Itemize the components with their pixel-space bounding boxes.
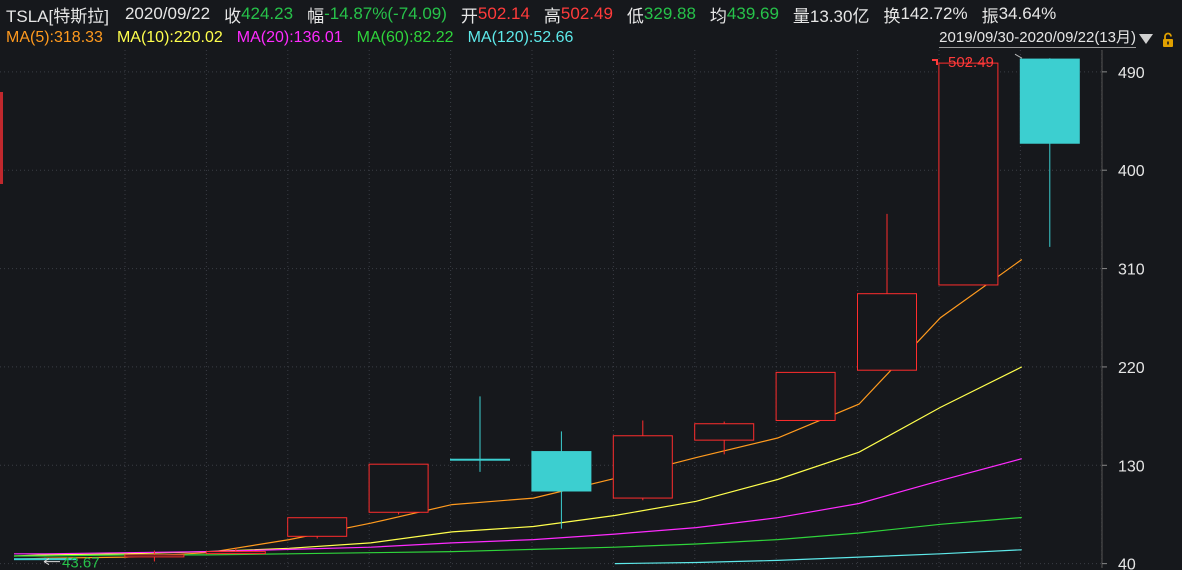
candle-body — [531, 451, 592, 492]
ma-line-MA120 — [614, 549, 1022, 565]
y-tick-label: 40 — [1118, 557, 1136, 570]
y-tick-label: 490 — [1118, 65, 1145, 82]
candlestick-chart: 40 130 220 310 400 490 502.49 43.67 — [0, 50, 1145, 570]
low-label: 43.67 — [62, 555, 100, 570]
ma10-legend: MA(10):220.02 — [116, 29, 223, 46]
candle-body — [287, 517, 348, 537]
ma5-legend: MA(5):318.33 — [6, 29, 103, 46]
low-label: 低 — [626, 6, 644, 26]
range-selector[interactable]: 2019/09/30-2020/09/22(13月) — [939, 29, 1154, 48]
high-pointer — [1014, 53, 1023, 59]
volume-value: 13.30亿 — [809, 6, 870, 26]
turnover-label: 换 — [883, 6, 901, 26]
candle-body — [124, 554, 185, 558]
ma120-legend: MA(120):52.66 — [467, 29, 574, 46]
ma20-legend: MA(20):136.01 — [236, 29, 343, 46]
quote-header: TSLA[特斯拉] 2020/09/22 收 424.23 幅 -14.87%(… — [0, 0, 1182, 28]
y-tick-label: 310 — [1118, 262, 1145, 279]
amplitude-value: 34.64% — [998, 4, 1057, 23]
high-value: 502.49 — [560, 4, 613, 23]
y-tick-label: 220 — [1118, 360, 1145, 377]
symbol-label[interactable]: TSLA[特斯拉] — [6, 6, 109, 26]
candle-body — [857, 293, 917, 371]
close-label: 收 — [224, 6, 242, 26]
candle-body — [368, 463, 429, 513]
avg-value: 439.69 — [726, 4, 779, 23]
amplitude-label: 振 — [981, 6, 999, 26]
close-value: 424.23 — [241, 4, 294, 23]
y-tick-label: 130 — [1118, 458, 1145, 475]
high-marker — [932, 59, 938, 65]
volume-label: 量 — [792, 6, 810, 26]
open-value: 502.14 — [477, 4, 530, 23]
low-value: 329.88 — [643, 4, 696, 23]
triangle-down-icon — [1139, 33, 1153, 44]
low-arrow — [43, 558, 60, 566]
change-value: -14.87%(-74.09) — [324, 4, 447, 23]
candle-body — [775, 371, 836, 421]
avg-label: 均 — [709, 6, 727, 26]
candle-body — [205, 551, 266, 555]
ma-line-MA60 — [14, 516, 1022, 557]
y-tick-label: 400 — [1118, 163, 1145, 180]
candle-body — [694, 423, 755, 441]
ma-legend: MA(5):318.33 MA(10):220.02 MA(20):136.01… — [0, 27, 1182, 49]
candle-body — [612, 435, 673, 499]
candle-body — [938, 62, 999, 286]
date-label: 2020/09/22 — [124, 4, 211, 23]
change-label: 幅 — [307, 6, 325, 26]
high-label: 502.49 — [948, 54, 994, 71]
candle-body — [450, 458, 510, 461]
ma-line-MA10 — [13, 366, 1023, 557]
candle-body — [1019, 58, 1080, 144]
candle-body — [14, 558, 76, 561]
left-marker — [0, 92, 3, 184]
open-label: 开 — [460, 6, 478, 26]
ma-line-MA20 — [14, 458, 1022, 555]
lock-icon[interactable] — [1160, 32, 1176, 48]
turnover-value: 142.72% — [900, 4, 968, 23]
ma60-legend: MA(60):82.22 — [356, 29, 454, 46]
range-label: 2019/09/30-2020/09/22(13月) — [939, 29, 1136, 48]
high-label: 高 — [543, 6, 561, 26]
